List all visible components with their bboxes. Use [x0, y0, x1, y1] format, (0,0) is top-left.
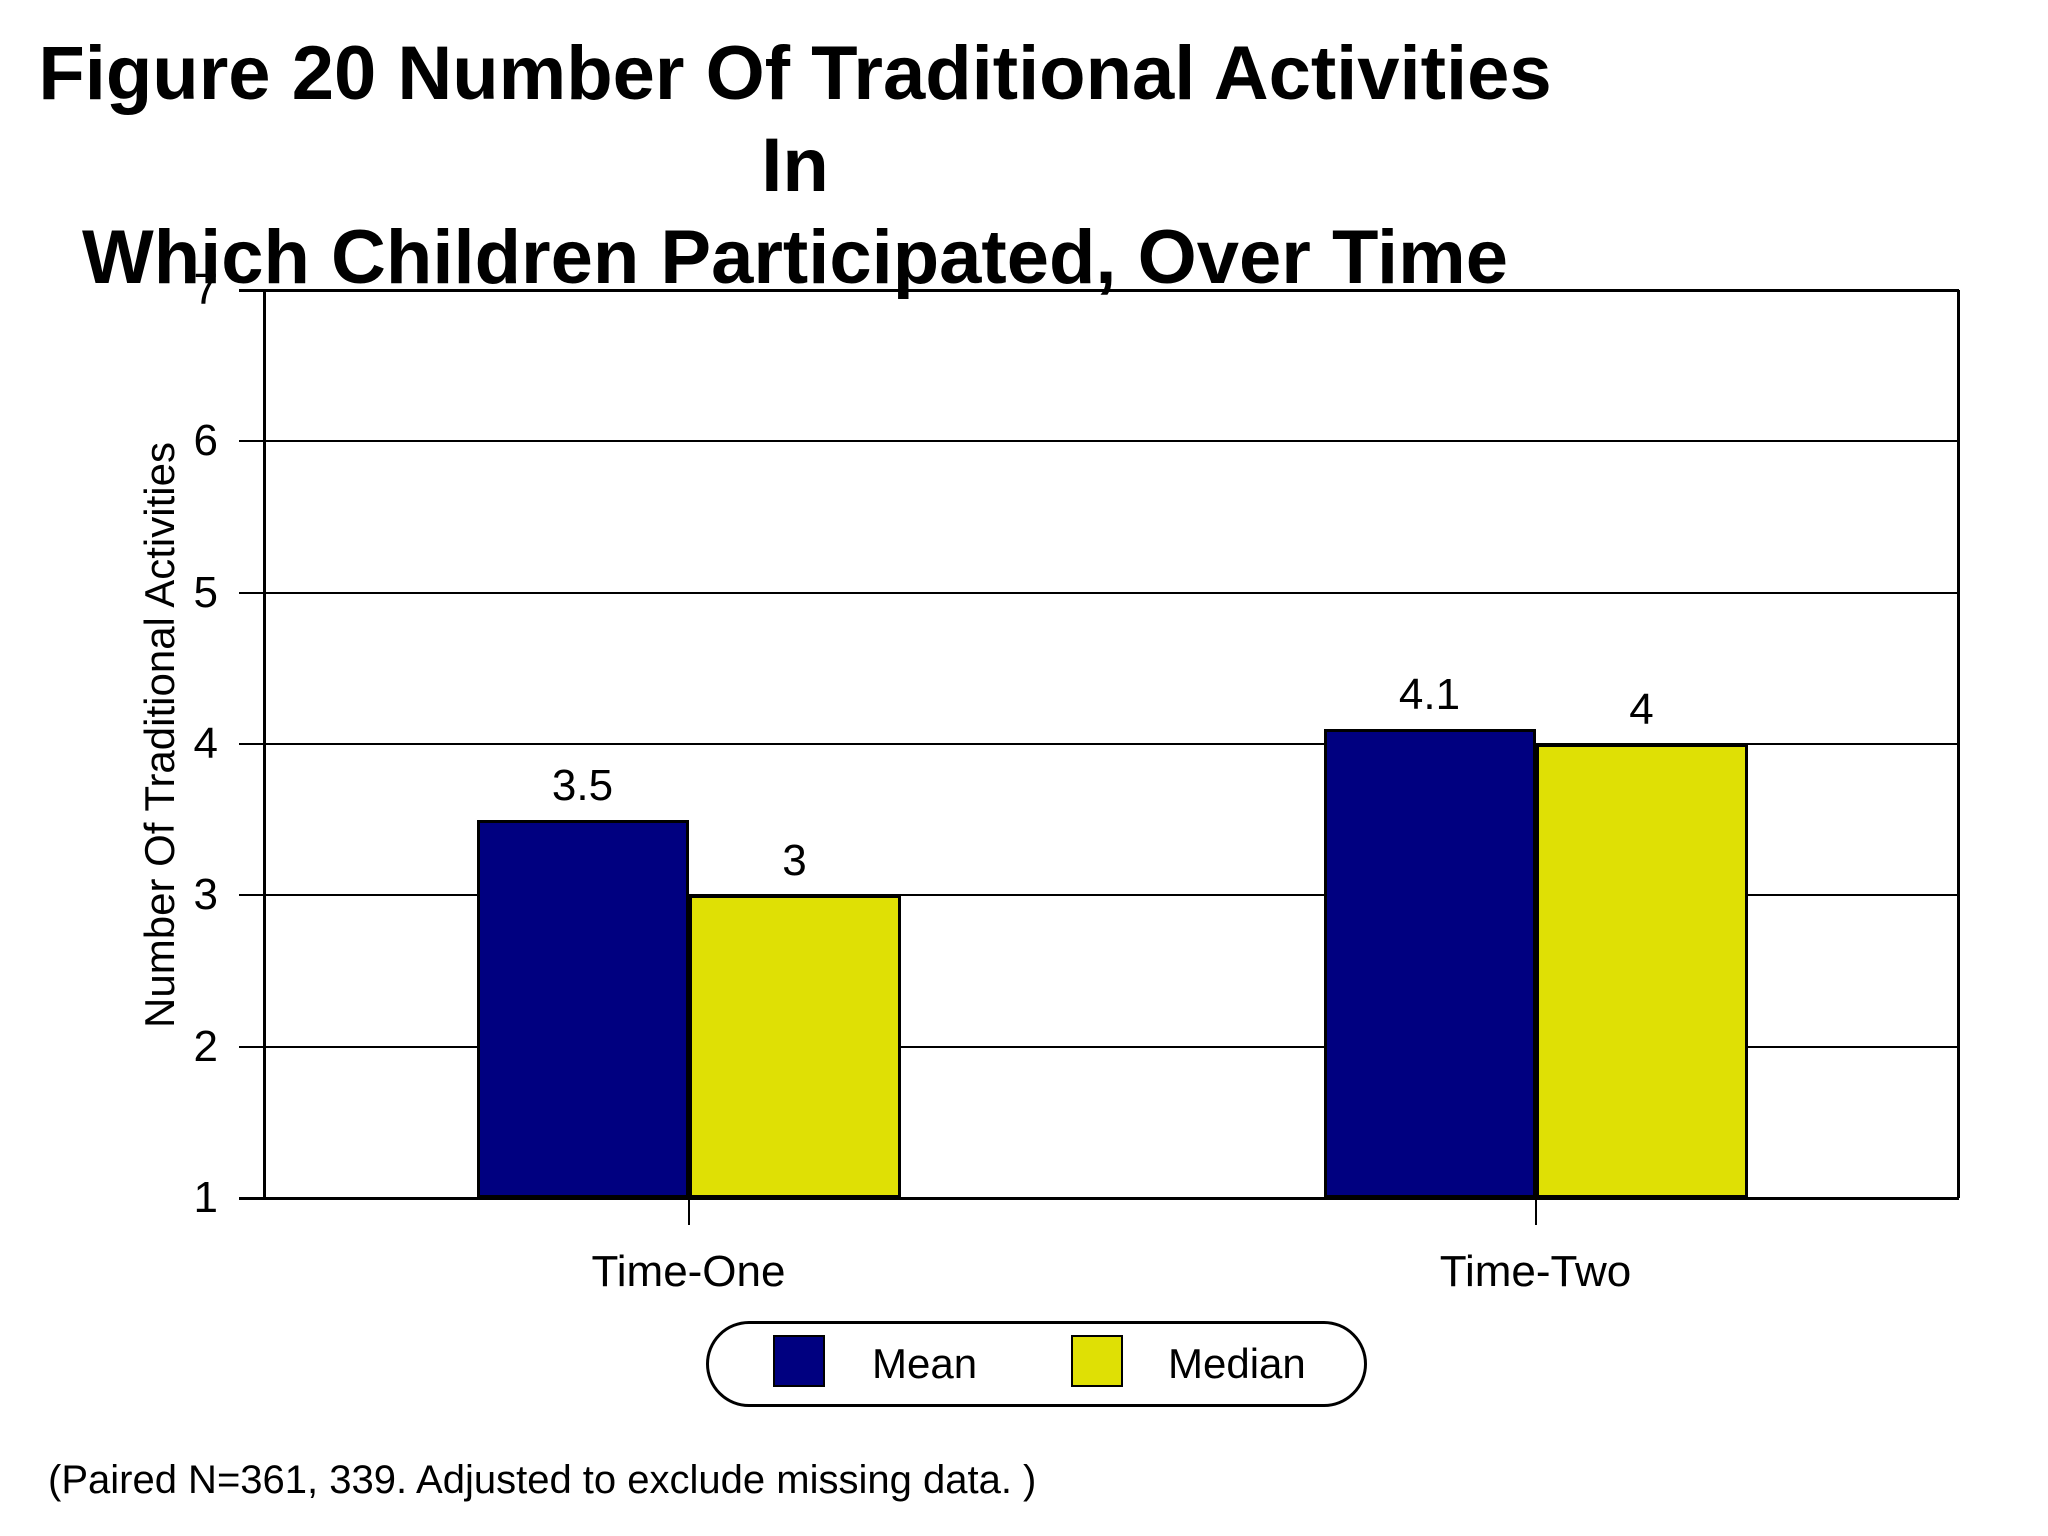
legend-label-mean: Mean — [872, 1340, 978, 1387]
bar-median-time-two — [1535, 744, 1748, 1198]
chart-title-line-2: Which Children Participated, Over Time — [81, 215, 1509, 300]
x-category-label-0: Time-One — [591, 1247, 786, 1296]
y-tick-label-2: 2 — [193, 1021, 218, 1071]
legend-swatch-mean — [773, 1335, 825, 1387]
chart-title: Figure 20 Number Of Traditional Activiti… — [0, 28, 1590, 304]
gridline-y-4 — [239, 743, 1959, 745]
legend-label-median: Median — [1168, 1340, 1306, 1387]
y-tick-label-3: 3 — [193, 870, 218, 920]
bar-value-label-median-time-one: 3 — [782, 836, 807, 886]
gridline-y-7 — [239, 288, 1959, 292]
y-tick-label-5: 5 — [193, 567, 218, 617]
y-tick-label-6: 6 — [193, 416, 218, 466]
x-tick-1 — [1534, 1198, 1537, 1225]
footnote: (Paired N=361, 339. Adjusted to exclude … — [48, 1458, 1037, 1502]
bar-value-label-mean-time-two: 4.1 — [1398, 669, 1461, 719]
bar-mean-time-one — [476, 819, 689, 1198]
y-axis-line — [263, 290, 266, 1198]
gridline-y-6 — [239, 440, 1959, 443]
bar-mean-time-two — [1323, 728, 1536, 1198]
gridline-y-5 — [239, 591, 1959, 594]
gridline-y-3 — [239, 894, 1959, 897]
legend: Mean Median — [706, 1321, 1367, 1407]
bar-value-label-median-time-two: 4 — [1629, 685, 1654, 734]
y-tick-label-1: 1 — [193, 1173, 218, 1222]
plot-right-border — [1957, 290, 1960, 1198]
gridline-y-1 — [239, 1196, 1959, 1200]
x-category-label-1: Time-Two — [1439, 1247, 1632, 1296]
y-tick-label-7: 7 — [193, 265, 218, 314]
gridline-y-2 — [239, 1045, 1959, 1048]
bar-value-label-mean-time-one: 3.5 — [551, 760, 614, 810]
legend-swatch-median — [1071, 1335, 1123, 1387]
y-tick-label-4: 4 — [193, 719, 218, 768]
x-tick-0 — [687, 1198, 690, 1225]
bar-median-time-one — [688, 895, 901, 1198]
chart-title-line-1: Figure 20 Number Of Traditional Activiti… — [38, 31, 1552, 208]
